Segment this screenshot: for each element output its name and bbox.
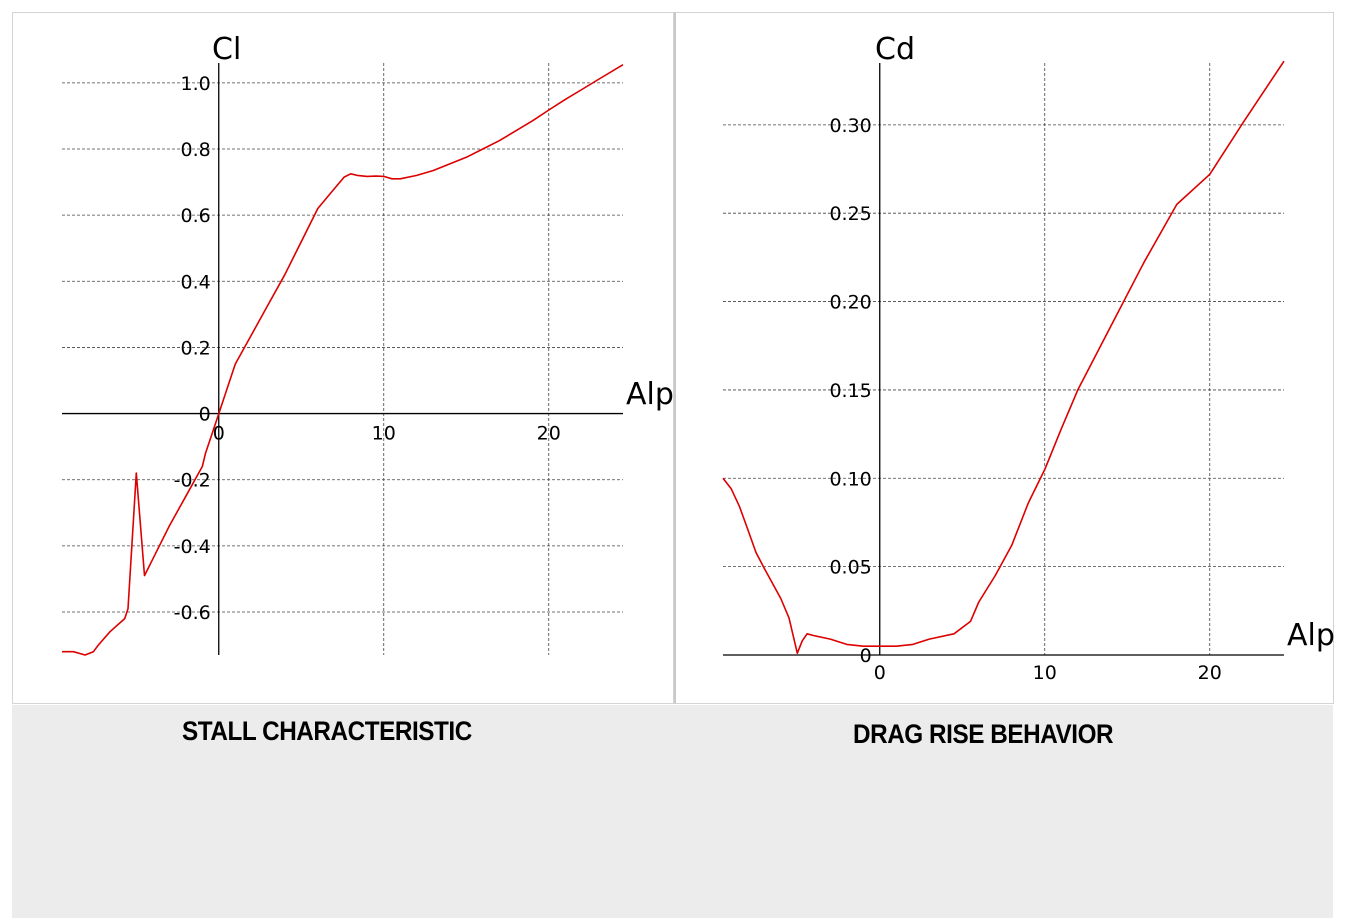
cd-y-tick-label: 0.25 bbox=[829, 203, 871, 225]
cl-y-tick-label: 0.2 bbox=[181, 337, 211, 359]
cd-y-tick-label: 0.10 bbox=[829, 468, 871, 490]
stall-characteristic-caption: STALL CHARACTERISTIC bbox=[182, 716, 472, 746]
cd-chart-plot: 0 0.05 0.10 0.15 0.20 0.25 0.30 0 10 20 Cd Alp bbox=[722, 32, 1335, 684]
cl-chart-panel: -0.6 -0.4 -0.2 0 0.2 0.4 0.6 0.8 1.0 0 10 20 Cl Alp bbox=[12, 12, 674, 704]
cl-x-tick-label: 0 bbox=[213, 423, 225, 445]
cd-y-tick-label: 0.20 bbox=[829, 292, 871, 314]
drag-rise-caption: DRAG RISE BEHAVIOR bbox=[853, 719, 1114, 749]
cl-y-tick-label: -0.6 bbox=[174, 602, 211, 624]
cl-y-tick-label: 0 bbox=[199, 404, 211, 426]
cd-series-line bbox=[722, 60, 1285, 655]
cl-y-tick-label: 0.6 bbox=[181, 205, 211, 227]
cd-y-tick-label: 0.30 bbox=[829, 115, 871, 137]
cd-x-tick-label: 0 bbox=[874, 662, 886, 684]
cl-y-axis-title: Cl bbox=[212, 32, 241, 67]
caption-area bbox=[12, 705, 1333, 918]
cd-x-axis-title: Alp bbox=[1287, 618, 1335, 653]
cd-x-tick-label: 10 bbox=[1033, 662, 1057, 684]
cl-y-tick-label: -0.4 bbox=[174, 536, 211, 558]
cd-x-tick-label: 20 bbox=[1198, 662, 1222, 684]
cd-chart-panel: 0 0.05 0.10 0.15 0.20 0.25 0.30 0 10 20 Cd Alp bbox=[674, 12, 1335, 704]
cl-x-tick-label: 10 bbox=[372, 423, 396, 445]
cl-series-line bbox=[62, 64, 624, 656]
cd-y-tick-label: 0.15 bbox=[829, 380, 871, 402]
cd-y-axis-title: Cd bbox=[875, 32, 915, 67]
cl-x-tick-label: 20 bbox=[537, 423, 561, 445]
cl-y-tick-label: 1.0 bbox=[181, 73, 211, 95]
cl-x-axis-title: Alp bbox=[626, 377, 674, 412]
cl-chart-plot: -0.6 -0.4 -0.2 0 0.2 0.4 0.6 0.8 1.0 0 10 20 Cl Alp bbox=[62, 32, 674, 656]
cl-y-tick-label: 0.4 bbox=[181, 271, 211, 293]
cl-y-tick-label: 0.8 bbox=[181, 139, 211, 161]
cd-y-tick-label: 0.05 bbox=[829, 557, 871, 579]
cd-y-tick-label: 0 bbox=[860, 645, 872, 667]
cl-y-tick-label: -0.2 bbox=[174, 470, 211, 492]
